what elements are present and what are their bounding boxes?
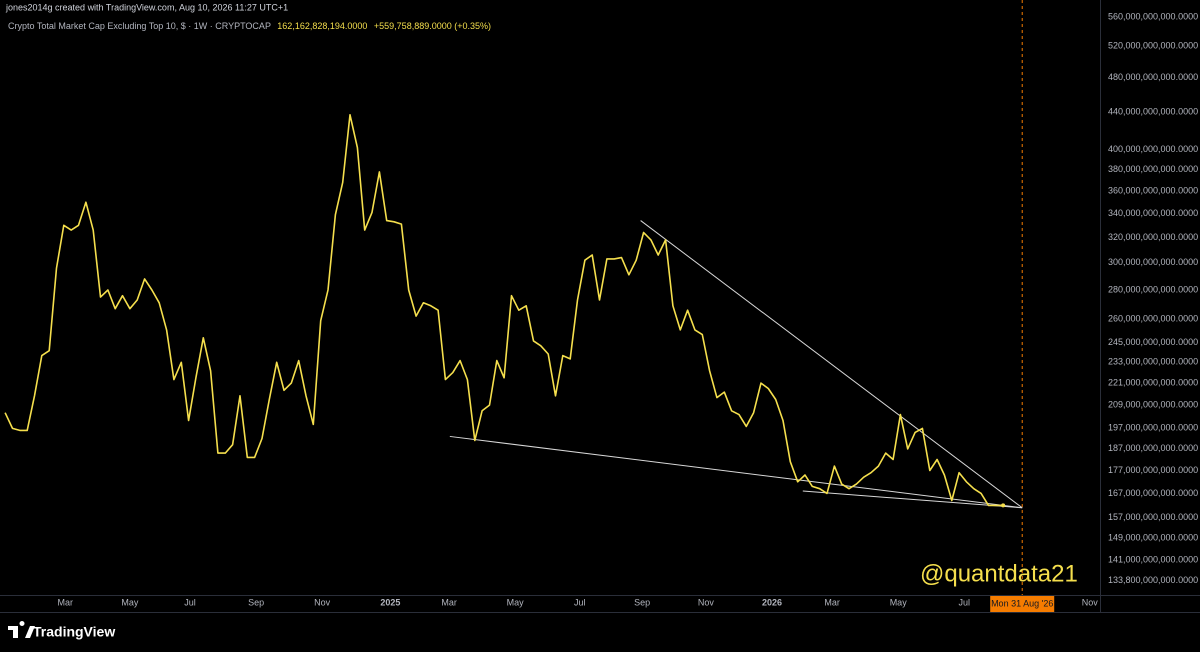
logo-icon [8,621,35,638]
y-tick-label: 221,000,000,000.0000 [1108,377,1198,387]
y-tick-label: 141,000,000,000.0000 [1108,554,1198,564]
y-tick-label: 320,000,000,000.0000 [1108,232,1198,242]
x-tick-label: May [890,597,908,607]
y-tick-label: 177,000,000,000.0000 [1108,465,1198,475]
y-tick-label: 167,000,000,000.0000 [1108,488,1198,498]
y-tick-label: 149,000,000,000.0000 [1108,533,1198,543]
x-tick-label: Nov [314,597,331,607]
tradingview-logo: TradingView [8,621,115,640]
y-tick-label: 400,000,000,000.0000 [1108,144,1198,154]
x-tick-label: Jul [184,597,196,607]
x-tick-label: Nov [1082,597,1099,607]
logo-text: TradingView [33,624,115,640]
y-tick-label: 480,000,000,000.0000 [1108,72,1198,82]
last-value: 162,162,828,194.0000 [277,21,367,31]
y-tick-label: 209,000,000,000.0000 [1108,399,1198,409]
x-tick-label: May [507,597,525,607]
y-tick-label: 360,000,000,000.0000 [1108,185,1198,195]
y-tick-label: 187,000,000,000.0000 [1108,443,1198,453]
y-tick-label: 380,000,000,000.0000 [1108,164,1198,174]
y-tick-label: 157,000,000,000.0000 [1108,512,1198,522]
y-tick-label: 245,000,000,000.0000 [1108,337,1198,347]
trend-line [449,435,1023,509]
x-tick-label: Mar [824,597,840,607]
change-value: +559,758,889.0000 (+0.35%) [374,21,491,31]
last-point [1001,503,1006,508]
x-tick-label: Nov [698,597,715,607]
y-tick-label: 520,000,000,000.0000 [1108,41,1198,51]
crosshair-label-box [990,596,1055,612]
x-tick-label: Jul [958,597,970,607]
y-tick-label: 280,000,000,000.0000 [1108,284,1198,294]
y-tick-label: 440,000,000,000.0000 [1108,106,1198,116]
series-title: Crypto Total Market Cap Excluding Top 10… [8,21,271,31]
y-tick-label: 560,000,000,000.0000 [1108,12,1198,22]
plot-area [4,0,1023,595]
x-tick-label: 2026 [762,597,782,607]
crosshair-label: Mon 31 Aug '26 [991,598,1053,608]
legend: Crypto Total Market Cap Excluding Top 10… [8,21,491,31]
x-tick-label: Sep [634,597,650,607]
trend-line [640,220,1023,509]
x-tick-label: 2025 [380,597,400,607]
y-tick-label: 197,000,000,000.0000 [1108,423,1198,433]
x-tick-label: Mar [441,597,457,607]
author-line: jones2014g created with TradingView.com,… [5,2,288,12]
trend-line [802,490,1023,509]
x-tick-label: Sep [248,597,264,607]
x-tick-label: Mar [58,597,74,607]
y-tick-label: 340,000,000,000.0000 [1108,208,1198,218]
price-line [4,114,1004,507]
watermark: @quantdata21 [920,560,1078,587]
y-tick-label: 233,000,000,000.0000 [1108,357,1198,367]
x-tick-label: Jul [574,597,586,607]
y-tick-label: 300,000,000,000.0000 [1108,257,1198,267]
y-tick-label: 133,800,000,000.0000 [1108,575,1198,585]
x-tick-label: May [121,597,139,607]
y-tick-label: 260,000,000,000.0000 [1108,314,1198,324]
